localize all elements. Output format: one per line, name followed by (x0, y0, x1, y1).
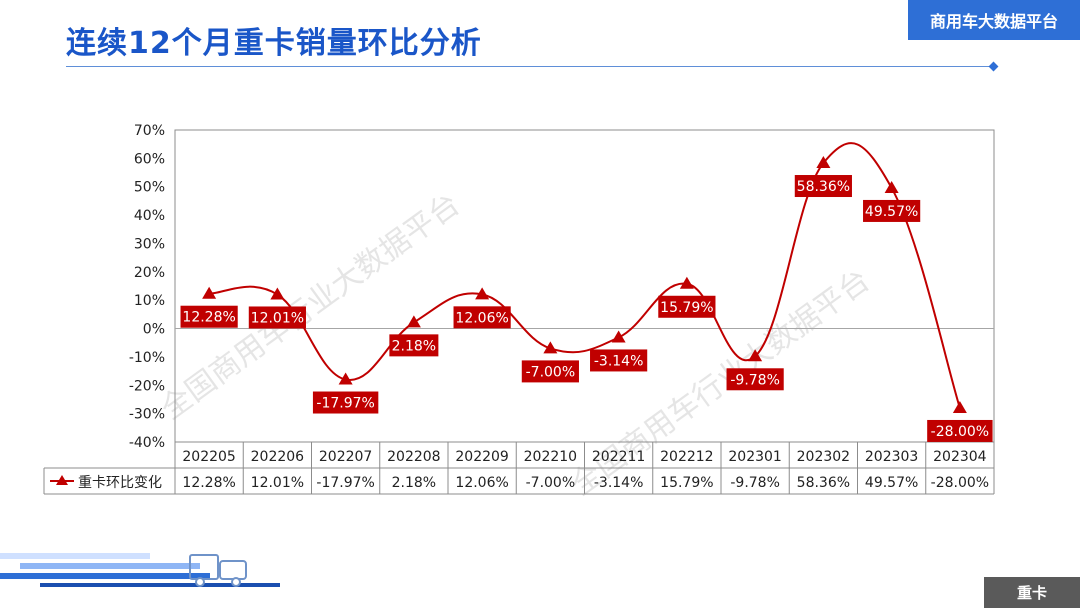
y-tick-label: 30% (134, 236, 165, 252)
truck-decoration-icon (0, 553, 280, 587)
table-value-cell: -28.00% (931, 475, 989, 491)
data-label-box (794, 175, 852, 198)
x-category-label: 202210 (524, 449, 577, 465)
data-label-box (248, 306, 306, 329)
legend-series-name: 重卡环比变化 (78, 475, 162, 491)
data-label: 12.01% (251, 310, 304, 326)
data-label-box (590, 349, 648, 372)
data-point-marker (543, 341, 558, 354)
data-label-box (180, 305, 238, 328)
data-point-marker (611, 330, 626, 343)
table-value-cell: -17.97% (316, 475, 374, 491)
x-category-label: 202208 (387, 449, 440, 465)
data-label: 12.28% (182, 310, 235, 326)
y-tick-label: 70% (134, 123, 165, 139)
data-point-marker (748, 349, 763, 362)
page-title: 连续12个月重卡销量环比分析 (66, 26, 482, 61)
data-label: -3.14% (594, 353, 644, 369)
data-label: -9.78% (730, 372, 780, 388)
x-category-label: 202304 (933, 449, 987, 465)
x-category-label: 202303 (865, 449, 918, 465)
table-value-cell: 12.06% (455, 475, 508, 491)
x-category-label: 202205 (182, 449, 235, 465)
table-value-cell: -3.14% (594, 475, 644, 491)
data-point-marker (406, 315, 421, 328)
x-category-label: 202302 (797, 449, 850, 465)
table-value-cell: 12.01% (251, 475, 304, 491)
y-tick-label: -20% (129, 378, 165, 394)
y-tick-label: 10% (134, 293, 165, 309)
table-value-cell: 12.28% (182, 475, 235, 491)
data-label-box (521, 360, 579, 383)
data-point-marker (679, 276, 694, 289)
y-tick-label: -30% (129, 407, 165, 423)
y-tick-label: -40% (129, 435, 165, 451)
y-axis-ticks: 70% 60% 50% 40% 30% 20% 10% 0% -10% -20% -30% -40% (129, 123, 165, 451)
series-markers (202, 156, 967, 413)
data-label: -7.00% (526, 364, 576, 380)
data-label-box (453, 306, 511, 329)
data-label: 49.57% (865, 204, 918, 220)
table-value-cell: -7.00% (526, 475, 576, 491)
data-label: 2.18% (392, 338, 436, 354)
data-table: 202205 12.28% 202206 12.01% 202207 -17.97% 202… (43, 442, 995, 495)
data-point-marker (475, 287, 490, 300)
legend-triangle-icon (56, 475, 68, 485)
x-category-label: 202211 (592, 449, 645, 465)
data-point-marker (952, 400, 967, 413)
table-value-cell: 2.18% (392, 475, 436, 491)
data-label-box (726, 368, 784, 391)
x-category-label: 202207 (319, 449, 372, 465)
data-label-box (863, 199, 921, 222)
y-tick-label: 20% (134, 265, 165, 281)
data-label-box (927, 419, 993, 442)
title-underline (66, 66, 994, 67)
plot-area-border (174, 129, 995, 443)
x-category-label: 202212 (660, 449, 713, 465)
data-point-marker (884, 180, 899, 193)
data-label: 58.36% (797, 179, 850, 195)
data-point-marker (338, 372, 353, 385)
data-point-marker (202, 286, 217, 299)
data-label: -28.00% (931, 424, 989, 440)
data-label: -17.97% (316, 396, 374, 412)
y-tick-label: -10% (129, 350, 165, 366)
data-point-marker (816, 156, 831, 169)
y-tick-label: 40% (134, 208, 165, 224)
data-labels: 12.28% 12.01% -17.97% 2.18% 12.06% -7.00% -3.1… (180, 175, 993, 442)
table-value-cell: -9.78% (730, 475, 780, 491)
data-label-box (389, 334, 439, 357)
x-category-label: 202209 (455, 449, 508, 465)
data-label: 12.06% (455, 310, 508, 326)
data-label-box (658, 295, 716, 318)
table-value-cell: 49.57% (865, 475, 918, 491)
y-tick-label: 0% (143, 322, 165, 338)
x-category-label: 202206 (251, 449, 305, 465)
table-value-cell: 15.79% (660, 475, 713, 491)
brand-badge: 商用车大数据平台 (908, 0, 1080, 40)
data-point-marker (270, 287, 285, 300)
data-label-box (312, 391, 379, 414)
section-tag: 重卡 (984, 577, 1080, 608)
chart-frame (174, 129, 995, 443)
y-tick-label: 60% (134, 151, 165, 167)
table-value-cell: 58.36% (797, 475, 850, 491)
data-label: 15.79% (660, 300, 713, 316)
x-category-label: 202301 (728, 449, 781, 465)
y-tick-label: 50% (134, 180, 165, 196)
